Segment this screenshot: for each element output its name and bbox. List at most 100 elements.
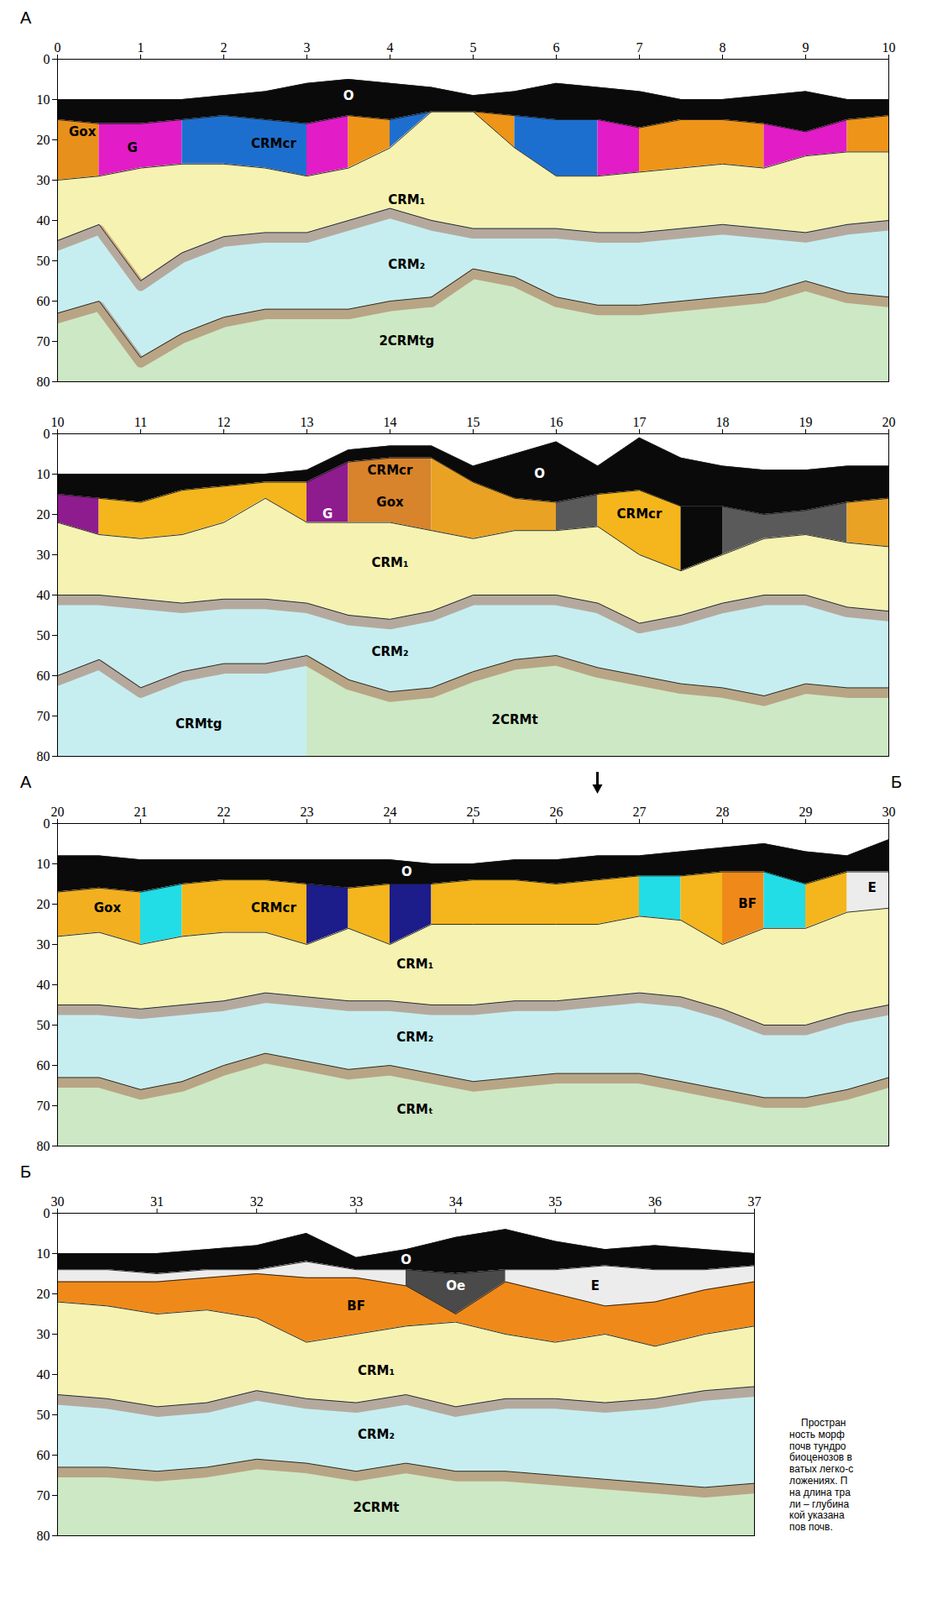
svg-text:G: G — [126, 140, 137, 156]
svg-text:6: 6 — [553, 40, 561, 55]
svg-text:2: 2 — [220, 40, 228, 55]
svg-text:0: 0 — [54, 40, 62, 55]
svg-text:60: 60 — [36, 1447, 51, 1462]
svg-text:20: 20 — [882, 414, 896, 430]
svg-text:9: 9 — [802, 40, 810, 55]
svg-text:30: 30 — [882, 804, 896, 819]
svg-text:CRMcr: CRMcr — [367, 462, 414, 478]
svg-text:15: 15 — [466, 414, 481, 430]
svg-text:O: O — [400, 1251, 412, 1268]
svg-text:Oe: Oe — [445, 1277, 466, 1294]
svg-text:33: 33 — [349, 1194, 363, 1209]
svg-text:20: 20 — [36, 896, 51, 912]
svg-text:32: 32 — [250, 1194, 264, 1209]
svg-text:40: 40 — [36, 977, 51, 992]
svg-text:40: 40 — [36, 213, 51, 228]
svg-text:37: 37 — [748, 1194, 762, 1209]
svg-text:O: O — [343, 88, 355, 104]
svg-text:CRM₂: CRM₂ — [396, 1029, 434, 1045]
svg-text:13: 13 — [300, 414, 315, 430]
svg-text:24: 24 — [383, 804, 398, 819]
svg-text:Gox: Gox — [68, 124, 97, 140]
svg-text:26: 26 — [549, 804, 564, 819]
svg-text:60: 60 — [36, 668, 51, 683]
svg-text:4: 4 — [387, 40, 394, 55]
svg-text:BF: BF — [346, 1298, 366, 1314]
svg-text:7: 7 — [636, 40, 644, 55]
svg-text:10: 10 — [36, 92, 51, 107]
svg-text:10: 10 — [36, 856, 51, 871]
svg-text:30: 30 — [36, 1326, 51, 1341]
svg-text:30: 30 — [36, 547, 51, 562]
svg-text:10: 10 — [882, 40, 896, 55]
svg-text:CRM₂: CRM₂ — [387, 256, 425, 273]
svg-text:CRMcr: CRMcr — [251, 900, 297, 916]
svg-text:CRMtg: CRMtg — [175, 716, 222, 732]
svg-text:80: 80 — [36, 374, 51, 389]
svg-text:20: 20 — [36, 132, 51, 147]
svg-text:0: 0 — [43, 1205, 51, 1221]
svg-text:30: 30 — [51, 1194, 65, 1209]
svg-text:2CRMt: 2CRMt — [352, 1499, 399, 1515]
svg-text:CRM₁: CRM₁ — [387, 192, 425, 208]
svg-text:60: 60 — [36, 1057, 51, 1073]
svg-text:2CRMt: 2CRMt — [491, 712, 538, 728]
svg-text:80: 80 — [36, 1528, 51, 1543]
svg-text:50: 50 — [36, 1017, 51, 1032]
svg-text:O: O — [534, 466, 545, 482]
svg-text:0: 0 — [43, 52, 51, 67]
svg-text:CRM₂: CRM₂ — [371, 644, 409, 660]
svg-text:18: 18 — [716, 414, 730, 430]
svg-text:22: 22 — [217, 804, 231, 819]
svg-text:CRM₁: CRM₁ — [396, 956, 434, 972]
svg-text:CRM₁: CRM₁ — [357, 1362, 395, 1378]
svg-text:0: 0 — [43, 426, 51, 441]
svg-text:Gox: Gox — [94, 900, 122, 916]
svg-text:60: 60 — [36, 293, 51, 309]
svg-text:29: 29 — [799, 804, 813, 819]
svg-text:CRM₁: CRM₁ — [371, 555, 409, 571]
svg-text:5: 5 — [470, 40, 477, 55]
svg-text:3: 3 — [303, 40, 311, 55]
svg-text:34: 34 — [449, 1194, 463, 1209]
svg-text:E: E — [868, 879, 877, 896]
svg-text:27: 27 — [633, 804, 647, 819]
svg-text:20: 20 — [36, 1286, 51, 1301]
svg-text:70: 70 — [36, 334, 51, 349]
svg-text:40: 40 — [36, 1366, 51, 1382]
svg-text:35: 35 — [548, 1194, 562, 1209]
svg-text:17: 17 — [633, 414, 647, 430]
svg-text:CRMₜ: CRMₜ — [397, 1101, 434, 1117]
svg-text:20: 20 — [51, 804, 65, 819]
svg-text:16: 16 — [549, 414, 564, 430]
svg-text:70: 70 — [36, 1098, 51, 1113]
svg-text:E: E — [591, 1277, 600, 1294]
svg-text:11: 11 — [134, 414, 147, 430]
svg-text:36: 36 — [648, 1194, 662, 1209]
svg-text:10: 10 — [36, 466, 51, 482]
svg-text:50: 50 — [36, 1407, 51, 1422]
svg-text:30: 30 — [36, 172, 51, 188]
svg-text:BF: BF — [738, 895, 757, 912]
svg-text:50: 50 — [36, 253, 51, 268]
svg-text:10: 10 — [51, 414, 65, 430]
svg-text:CRMcr: CRMcr — [617, 506, 663, 522]
svg-text:10: 10 — [36, 1246, 51, 1261]
svg-text:40: 40 — [36, 587, 51, 603]
svg-text:1: 1 — [137, 40, 145, 55]
svg-text:25: 25 — [466, 804, 481, 819]
svg-text:30: 30 — [36, 937, 51, 952]
svg-text:2CRMtg: 2CRMtg — [378, 333, 435, 349]
svg-text:CRM₂: CRM₂ — [357, 1426, 395, 1442]
svg-text:14: 14 — [383, 414, 398, 430]
svg-text:50: 50 — [36, 628, 51, 643]
svg-text:70: 70 — [36, 708, 51, 723]
svg-text:20: 20 — [36, 507, 51, 522]
svg-text:G: G — [322, 506, 333, 522]
svg-text:21: 21 — [134, 804, 148, 819]
svg-text:70: 70 — [36, 1487, 51, 1503]
svg-text:CRMcr: CRMcr — [251, 136, 297, 152]
svg-text:80: 80 — [36, 748, 51, 764]
svg-text:8: 8 — [719, 40, 727, 55]
svg-text:12: 12 — [217, 414, 231, 430]
